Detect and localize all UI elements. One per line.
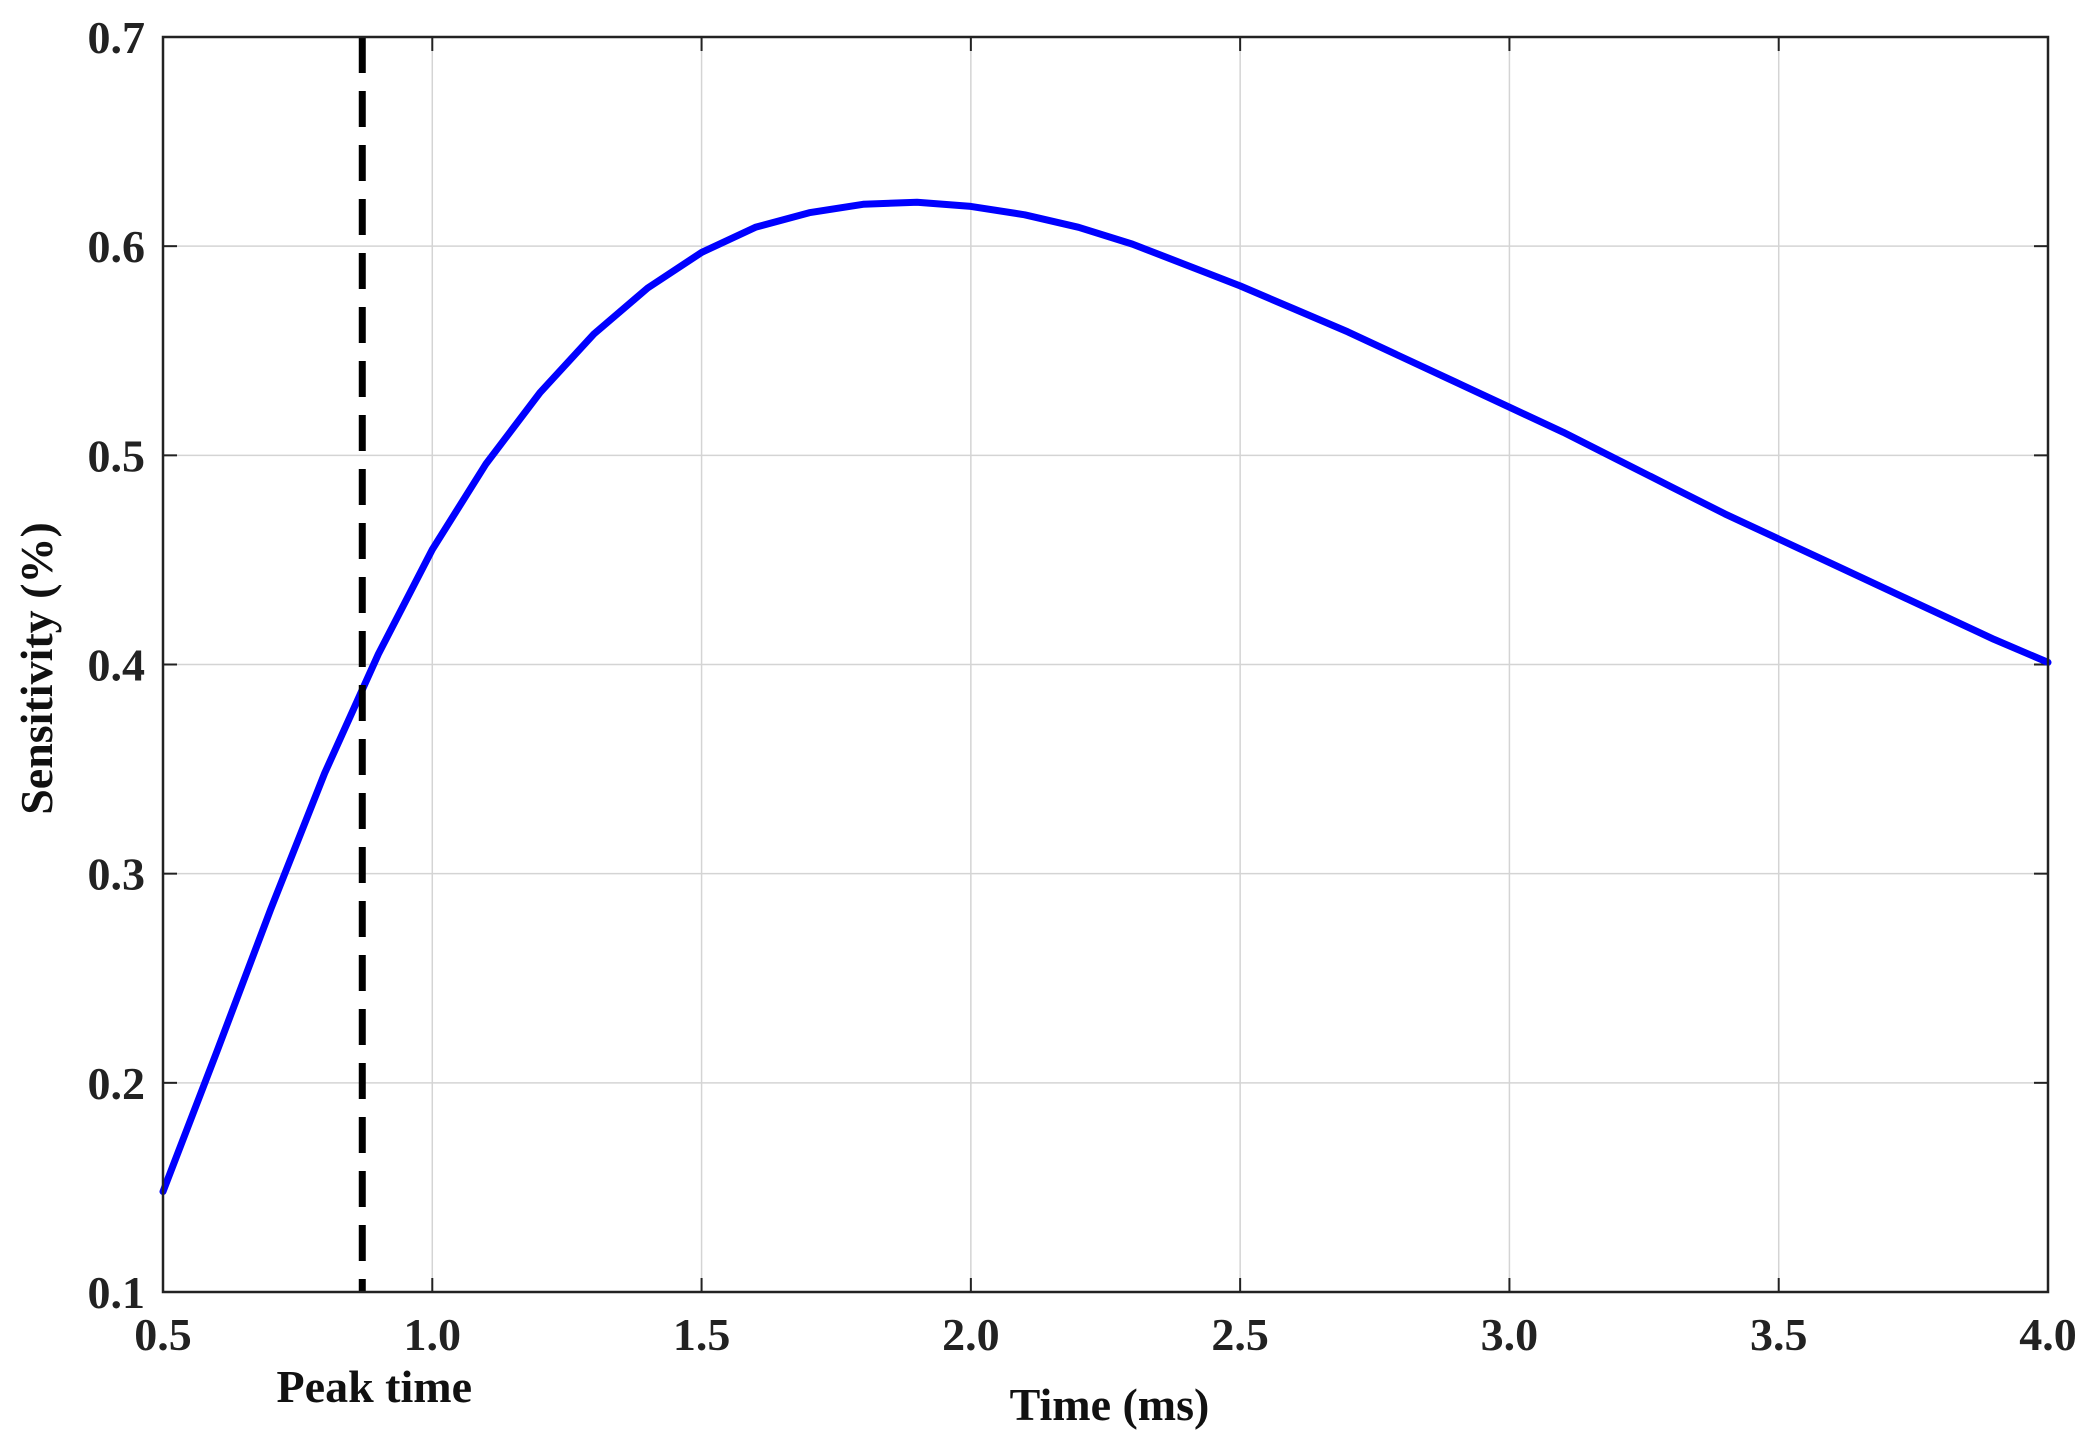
- y-tick-label: 0.1: [88, 1267, 146, 1318]
- series-line: [159, 198, 2052, 1196]
- x-tick-label: 4.0: [2019, 1309, 2077, 1360]
- x-tick-label: 3.5: [1750, 1309, 1808, 1360]
- x-axis-title: Time (ms): [1010, 1379, 1210, 1430]
- y-tick-labels: 0.1 0.2 0.3 0.4 0.5 0.6 0.7: [88, 12, 146, 1318]
- series-group: [159, 198, 2052, 1196]
- y-tick-label: 0.2: [88, 1058, 146, 1109]
- x-tick-label: 0.5: [134, 1309, 192, 1360]
- plot-frame: [161, 35, 2050, 1294]
- y-tick-label: 0.7: [88, 12, 146, 63]
- y-axis-title: Sensitivity (%): [11, 522, 62, 815]
- x-tick-labels: 0.5 1.0 1.5 2.0 2.5 3.0 3.5 4.0: [134, 1309, 2077, 1360]
- annotations-group: Peak time: [277, 37, 472, 1412]
- x-tick-label: 2.5: [1211, 1309, 1269, 1360]
- y-tick-label: 0.5: [88, 430, 146, 481]
- x-tick-label: 2.0: [942, 1309, 1000, 1360]
- y-tick-label: 0.4: [88, 640, 146, 691]
- x-tick-label: 1.0: [404, 1309, 462, 1360]
- y-tick-label: 0.6: [88, 221, 146, 272]
- grid-lines: [163, 37, 2048, 1292]
- peak-time-label: Peak time: [277, 1361, 472, 1412]
- x-tick-label: 1.5: [673, 1309, 731, 1360]
- x-tick-label: 3.0: [1481, 1309, 1539, 1360]
- y-tick-label: 0.3: [88, 849, 146, 900]
